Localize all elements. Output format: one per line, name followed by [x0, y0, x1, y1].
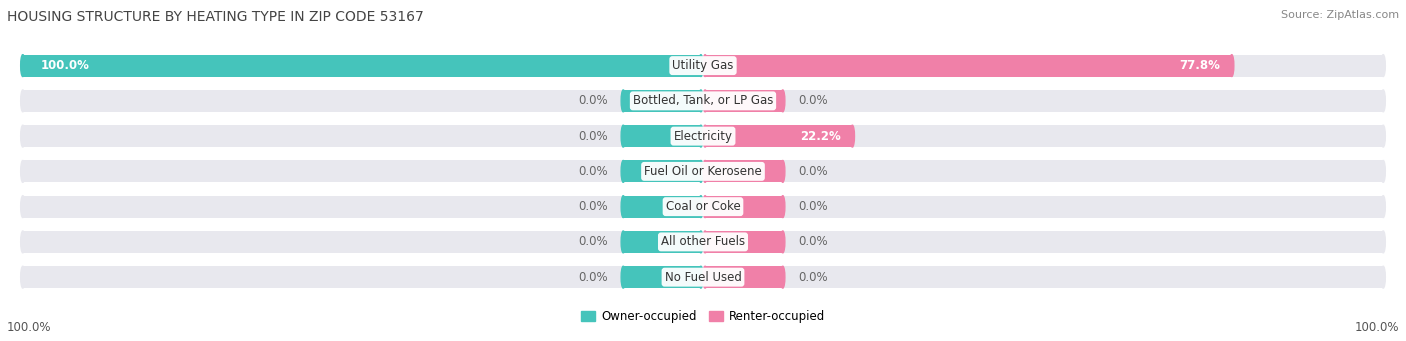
FancyBboxPatch shape	[706, 196, 783, 218]
FancyBboxPatch shape	[706, 266, 783, 288]
Circle shape	[780, 196, 785, 218]
Circle shape	[1230, 55, 1234, 76]
Circle shape	[851, 125, 855, 147]
FancyBboxPatch shape	[22, 55, 700, 76]
Circle shape	[21, 161, 25, 182]
Text: Source: ZipAtlas.com: Source: ZipAtlas.com	[1281, 10, 1399, 20]
FancyBboxPatch shape	[22, 161, 1384, 182]
Circle shape	[1381, 231, 1385, 253]
Circle shape	[703, 161, 707, 182]
Circle shape	[1381, 161, 1385, 182]
Circle shape	[21, 90, 25, 112]
Circle shape	[703, 90, 707, 112]
FancyBboxPatch shape	[623, 231, 700, 253]
FancyBboxPatch shape	[22, 90, 1384, 112]
Circle shape	[699, 161, 703, 182]
Circle shape	[1381, 196, 1385, 218]
Text: 100.0%: 100.0%	[41, 59, 90, 72]
Circle shape	[21, 55, 25, 76]
Text: 77.8%: 77.8%	[1180, 59, 1220, 72]
Circle shape	[21, 266, 25, 288]
Circle shape	[703, 266, 707, 288]
Circle shape	[780, 90, 785, 112]
FancyBboxPatch shape	[706, 55, 1232, 76]
FancyBboxPatch shape	[22, 196, 1384, 218]
Text: 0.0%: 0.0%	[578, 130, 607, 143]
FancyBboxPatch shape	[22, 231, 1384, 253]
Circle shape	[699, 90, 703, 112]
FancyBboxPatch shape	[706, 90, 783, 112]
Circle shape	[1381, 266, 1385, 288]
Circle shape	[703, 196, 707, 218]
Circle shape	[780, 266, 785, 288]
Circle shape	[621, 90, 626, 112]
Legend: Owner-occupied, Renter-occupied: Owner-occupied, Renter-occupied	[576, 306, 830, 328]
FancyBboxPatch shape	[22, 125, 1384, 147]
Text: 0.0%: 0.0%	[799, 200, 828, 213]
Circle shape	[699, 55, 703, 76]
FancyBboxPatch shape	[706, 231, 783, 253]
Circle shape	[21, 125, 25, 147]
Circle shape	[699, 266, 703, 288]
Text: Bottled, Tank, or LP Gas: Bottled, Tank, or LP Gas	[633, 94, 773, 107]
FancyBboxPatch shape	[22, 266, 1384, 288]
FancyBboxPatch shape	[623, 90, 700, 112]
Circle shape	[21, 231, 25, 253]
Circle shape	[621, 161, 626, 182]
Text: 0.0%: 0.0%	[578, 271, 607, 284]
Circle shape	[621, 231, 626, 253]
Text: 22.2%: 22.2%	[800, 130, 841, 143]
Text: Electricity: Electricity	[673, 130, 733, 143]
Text: 100.0%: 100.0%	[7, 321, 52, 334]
Circle shape	[699, 196, 703, 218]
FancyBboxPatch shape	[22, 55, 1384, 76]
Text: 0.0%: 0.0%	[799, 271, 828, 284]
Text: 0.0%: 0.0%	[799, 165, 828, 178]
Circle shape	[780, 231, 785, 253]
FancyBboxPatch shape	[706, 161, 783, 182]
Text: 0.0%: 0.0%	[578, 165, 607, 178]
Text: All other Fuels: All other Fuels	[661, 235, 745, 248]
Text: 0.0%: 0.0%	[799, 94, 828, 107]
Circle shape	[621, 266, 626, 288]
Circle shape	[1381, 125, 1385, 147]
Circle shape	[703, 231, 707, 253]
FancyBboxPatch shape	[623, 161, 700, 182]
Text: 0.0%: 0.0%	[578, 200, 607, 213]
Text: 0.0%: 0.0%	[578, 94, 607, 107]
Text: Fuel Oil or Kerosene: Fuel Oil or Kerosene	[644, 165, 762, 178]
Circle shape	[621, 125, 626, 147]
Circle shape	[1381, 55, 1385, 76]
Circle shape	[621, 196, 626, 218]
Text: Utility Gas: Utility Gas	[672, 59, 734, 72]
Text: 100.0%: 100.0%	[1354, 321, 1399, 334]
Circle shape	[703, 125, 707, 147]
FancyBboxPatch shape	[706, 125, 852, 147]
Circle shape	[699, 125, 703, 147]
FancyBboxPatch shape	[623, 125, 700, 147]
FancyBboxPatch shape	[623, 266, 700, 288]
Circle shape	[780, 161, 785, 182]
Circle shape	[1381, 90, 1385, 112]
Text: Coal or Coke: Coal or Coke	[665, 200, 741, 213]
Circle shape	[21, 196, 25, 218]
FancyBboxPatch shape	[623, 196, 700, 218]
Text: No Fuel Used: No Fuel Used	[665, 271, 741, 284]
Text: HOUSING STRUCTURE BY HEATING TYPE IN ZIP CODE 53167: HOUSING STRUCTURE BY HEATING TYPE IN ZIP…	[7, 10, 423, 24]
Text: 0.0%: 0.0%	[578, 235, 607, 248]
Circle shape	[699, 231, 703, 253]
Circle shape	[703, 55, 707, 76]
Text: 0.0%: 0.0%	[799, 235, 828, 248]
Circle shape	[21, 55, 25, 76]
